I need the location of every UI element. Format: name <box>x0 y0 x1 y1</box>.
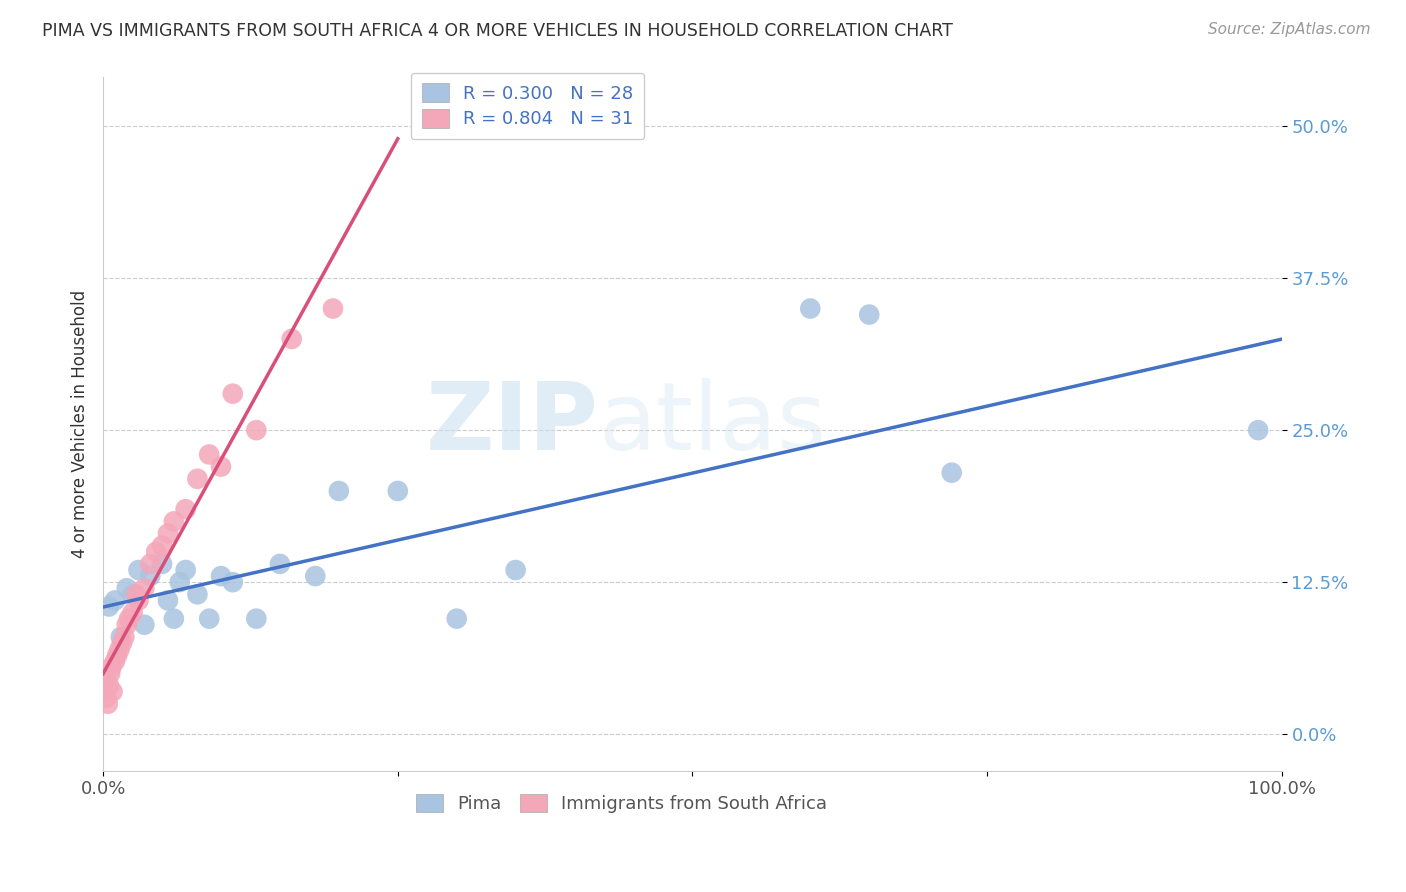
Text: Source: ZipAtlas.com: Source: ZipAtlas.com <box>1208 22 1371 37</box>
Point <box>94 673 117 687</box>
Point <box>108 642 131 657</box>
Point <box>150 557 173 571</box>
Point <box>139 557 162 571</box>
Point <box>112 630 135 644</box>
Point <box>98 679 121 693</box>
Point <box>101 684 124 698</box>
Point <box>209 569 232 583</box>
Point <box>174 563 197 577</box>
Point <box>222 386 245 401</box>
Point <box>134 617 156 632</box>
Point <box>186 472 208 486</box>
Point <box>328 483 350 498</box>
Point <box>118 612 141 626</box>
Point <box>304 569 326 583</box>
Point <box>198 612 221 626</box>
Point <box>139 569 162 583</box>
Point <box>121 587 143 601</box>
Point <box>169 575 191 590</box>
Point <box>104 593 127 607</box>
Point <box>387 483 409 498</box>
Point <box>98 666 121 681</box>
Point <box>322 301 344 316</box>
Point <box>127 593 149 607</box>
Point <box>186 587 208 601</box>
Point <box>111 636 134 650</box>
Point <box>125 587 148 601</box>
Point <box>858 308 880 322</box>
Text: PIMA VS IMMIGRANTS FROM SOUTH AFRICA 4 OR MORE VEHICLES IN HOUSEHOLD CORRELATION: PIMA VS IMMIGRANTS FROM SOUTH AFRICA 4 O… <box>42 22 953 40</box>
Point <box>156 526 179 541</box>
Point <box>97 697 120 711</box>
Point <box>121 606 143 620</box>
Point <box>156 593 179 607</box>
Point <box>505 563 527 577</box>
Point <box>941 466 963 480</box>
Point <box>145 545 167 559</box>
Point <box>110 630 132 644</box>
Y-axis label: 4 or more Vehicles in Household: 4 or more Vehicles in Household <box>72 290 89 558</box>
Legend: Pima, Immigrants from South Africa: Pima, Immigrants from South Africa <box>405 783 838 824</box>
Point <box>174 502 197 516</box>
Point <box>209 459 232 474</box>
Point <box>115 581 138 595</box>
Point <box>198 447 221 461</box>
Point <box>446 612 468 626</box>
Text: ZIP: ZIP <box>425 378 598 470</box>
Point <box>245 612 267 626</box>
Point <box>104 654 127 668</box>
Point <box>127 563 149 577</box>
Point <box>269 557 291 571</box>
Point <box>96 690 118 705</box>
Point <box>100 660 122 674</box>
Point <box>115 617 138 632</box>
Point <box>163 612 186 626</box>
Point <box>245 423 267 437</box>
Point <box>150 539 173 553</box>
Point <box>280 332 302 346</box>
Point <box>105 648 128 662</box>
Point <box>98 599 121 614</box>
Point <box>134 581 156 595</box>
Point <box>799 301 821 316</box>
Point <box>163 514 186 528</box>
Text: atlas: atlas <box>598 378 827 470</box>
Point <box>1247 423 1270 437</box>
Point <box>222 575 245 590</box>
